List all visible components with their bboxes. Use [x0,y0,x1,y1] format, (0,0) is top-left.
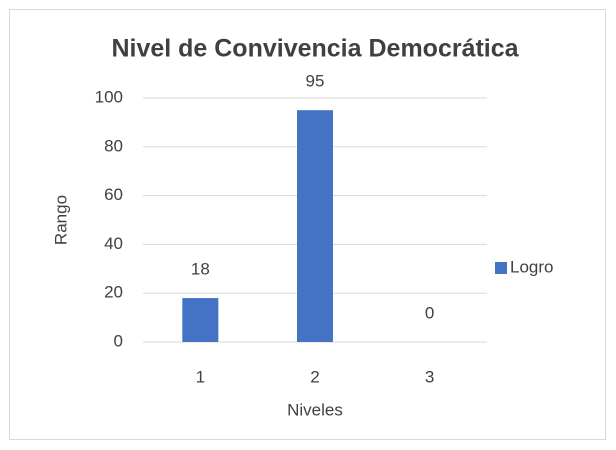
y-tick-label: 20 [104,283,123,302]
x-tick-label: 3 [425,367,434,386]
data-label: 95 [306,72,325,91]
bar [297,110,333,342]
data-label: 0 [425,303,434,322]
x-axis-label: Niveles [287,400,343,419]
y-tick-label: 60 [104,185,123,204]
legend-label: Logro [510,257,553,276]
y-tick-label: 80 [104,136,123,155]
y-tick-label: 100 [95,87,123,106]
y-tick-label: 40 [104,234,123,253]
bar [182,298,219,342]
legend-swatch [495,262,507,274]
data-label: 18 [191,260,210,279]
y-axis-label: Rango [51,195,70,245]
x-tick-label: 2 [310,367,319,386]
y-tick-label: 0 [114,331,123,350]
x-tick-label: 1 [196,367,205,386]
chart-title: Nivel de Convivencia Democrática [111,35,519,63]
